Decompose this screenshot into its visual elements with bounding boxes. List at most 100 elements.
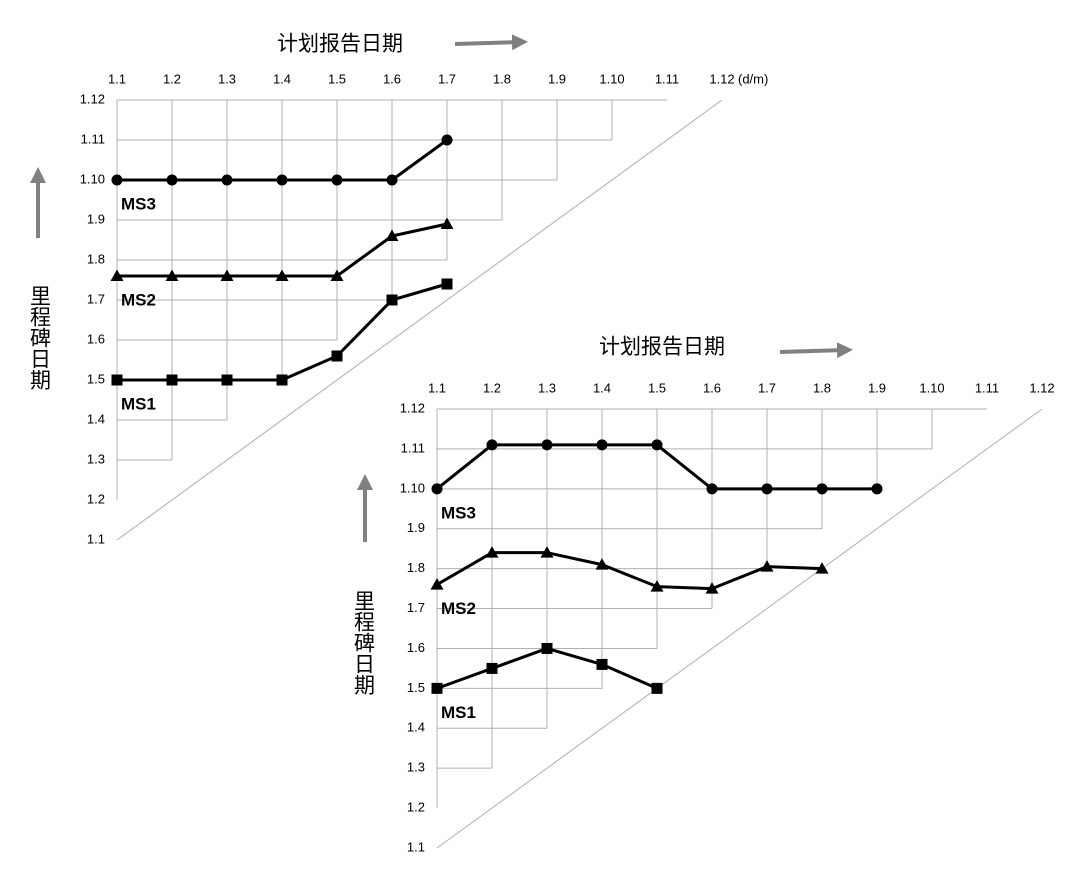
marker xyxy=(111,174,123,186)
marker xyxy=(705,582,719,594)
x-tick-label: 1.4 xyxy=(593,380,611,395)
marker xyxy=(815,562,829,574)
marker xyxy=(596,439,608,451)
y-tick-label: 1.9 xyxy=(407,520,425,535)
marker xyxy=(441,278,453,290)
x-tick-label: 1.5 xyxy=(328,71,346,86)
x-tick-label: 1.2 xyxy=(163,71,181,86)
marker xyxy=(220,269,234,281)
marker xyxy=(541,642,553,654)
marker xyxy=(596,658,608,670)
marker xyxy=(706,483,718,495)
series-label: MS1 xyxy=(121,394,156,413)
y-tick-label: 1.1 xyxy=(407,839,425,854)
marker xyxy=(431,483,443,495)
y-tick-label: 1.5 xyxy=(87,371,105,386)
grid-diagonal xyxy=(116,99,723,541)
y-tick-label: 1.3 xyxy=(87,451,105,466)
x-tick-label: 1.8 xyxy=(813,380,831,395)
x-arrow xyxy=(779,342,853,359)
y-tick-label: 1.11 xyxy=(81,131,105,146)
series-label: MS2 xyxy=(121,290,156,309)
y-tick-label: 1.12 xyxy=(80,91,105,106)
y-axis-label: 里程碑日期 xyxy=(27,285,51,390)
marker xyxy=(485,546,499,558)
marker xyxy=(275,269,289,281)
y-tick-label: 1.10 xyxy=(400,480,425,495)
marker xyxy=(651,439,663,451)
x-tick-label: 1.8 xyxy=(493,71,511,86)
x-axis-label: 计划报告日期 xyxy=(277,33,403,56)
marker xyxy=(166,174,178,186)
grid-diagonal xyxy=(436,408,1043,849)
x-tick-label: 1.3 xyxy=(218,71,236,86)
marker xyxy=(386,174,398,186)
y-tick-label: 1.10 xyxy=(80,171,105,186)
y-tick-label: 1.7 xyxy=(87,291,105,306)
series-label: MS3 xyxy=(121,194,156,213)
x-tick-label: 1.12 xyxy=(1029,380,1054,395)
x-tick-label: 1.1 xyxy=(108,71,126,86)
marker xyxy=(386,294,398,306)
marker xyxy=(165,269,179,281)
series-line xyxy=(436,551,823,591)
x-tick-label: 1.3 xyxy=(538,380,556,395)
series-label: MS2 xyxy=(441,599,476,618)
series-label: MS1 xyxy=(441,703,476,722)
marker xyxy=(221,374,233,386)
marker xyxy=(871,483,883,495)
x-tick-label: 1.7 xyxy=(438,71,456,86)
x-tick-label: 1.2 xyxy=(483,380,501,395)
y-tick-label: 1.12 xyxy=(400,400,425,415)
marker xyxy=(761,483,773,495)
y-tick-label: 1.4 xyxy=(87,411,105,426)
y-tick-label: 1.5 xyxy=(407,680,425,695)
x-arrow xyxy=(454,34,528,51)
x-tick-label: 1.9 xyxy=(548,71,566,86)
y-tick-label: 1.4 xyxy=(407,720,425,735)
y-tick-label: 1.1 xyxy=(87,531,105,546)
y-tick-label: 1.6 xyxy=(407,640,425,655)
x-tick-label: 1.12 xyxy=(709,71,734,86)
series-label: MS3 xyxy=(441,503,476,522)
marker xyxy=(540,546,554,558)
marker xyxy=(330,269,344,281)
y-tick-label: 1.8 xyxy=(87,251,105,266)
y-tick-label: 1.3 xyxy=(407,760,425,775)
marker xyxy=(430,578,444,590)
marker xyxy=(650,580,664,592)
y-tick-label: 1.2 xyxy=(87,491,105,506)
marker xyxy=(816,483,828,495)
x-tick-label: 1.11 xyxy=(975,380,999,395)
marker xyxy=(111,374,123,386)
y-axis-label: 里程碑日期 xyxy=(351,590,375,695)
marker xyxy=(486,439,498,451)
x-axis-label: 计划报告日期 xyxy=(599,336,725,359)
x-tick-label: 1.10 xyxy=(919,380,944,395)
marker xyxy=(486,662,498,674)
x-tick-label: 1.6 xyxy=(703,380,721,395)
y-tick-label: 1.8 xyxy=(407,560,425,575)
x-tick-label: 1.5 xyxy=(648,380,666,395)
marker xyxy=(331,350,343,362)
marker xyxy=(221,174,233,186)
x-tick-label: 1.7 xyxy=(758,380,776,395)
y-tick-label: 1.11 xyxy=(401,440,425,455)
x-tick-label: 1.11 xyxy=(655,71,679,86)
marker xyxy=(541,439,553,451)
marker xyxy=(440,217,454,229)
y-tick-label: 1.6 xyxy=(87,331,105,346)
x-tick-label: 1.6 xyxy=(383,71,401,86)
marker xyxy=(595,558,609,570)
marker xyxy=(441,134,453,146)
marker xyxy=(651,682,663,694)
marker xyxy=(385,229,399,241)
marker xyxy=(760,560,774,572)
marker xyxy=(276,374,288,386)
marker xyxy=(431,682,443,694)
marker xyxy=(166,374,178,386)
x-tick-label: 1.1 xyxy=(428,380,446,395)
x-tick-label: 1.4 xyxy=(273,71,291,86)
marker xyxy=(110,269,124,281)
